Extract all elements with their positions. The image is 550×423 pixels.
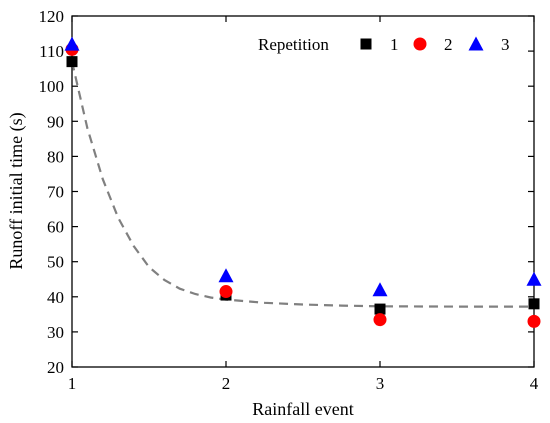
data-point-series-3: [372, 282, 388, 297]
legend: Repetition 1 2 3: [258, 35, 510, 54]
legend-label-series-1: 1: [390, 35, 399, 54]
x-tick-label: 2: [222, 374, 231, 393]
plot-area: 1 2 3 4 20 30 40 50 60 70 80 90 100 110 120: [39, 7, 542, 393]
legend-marker-series-2: [413, 37, 427, 51]
y-tick-label: 100: [39, 77, 65, 96]
data-point-series-3: [526, 271, 542, 286]
y-tick-label: 20: [47, 358, 64, 377]
y-tick-label: 110: [39, 42, 64, 61]
data-point-series-2: [527, 314, 541, 328]
legend-marker-series-1: [360, 38, 372, 50]
data-point-series-3: [64, 36, 80, 51]
y-tick-label: 70: [47, 183, 64, 202]
y-axis-title: Runoff initial time (s): [6, 112, 27, 269]
data-point-series-1: [528, 298, 540, 310]
y-tick-label: 30: [47, 323, 64, 342]
fit-curve: [70, 61, 534, 308]
y-tick-label: 80: [47, 147, 64, 166]
data-point-series-1: [66, 56, 78, 68]
y-tick-label: 40: [47, 288, 64, 307]
x-tick-label: 3: [376, 374, 385, 393]
data-point-series-2: [373, 313, 387, 327]
y-tick-label: 90: [47, 112, 64, 131]
legend-title: Repetition: [258, 35, 329, 54]
y-tick-label: 50: [47, 253, 64, 272]
x-tick-label: 4: [530, 374, 539, 393]
legend-marker-series-3: [468, 36, 484, 51]
plot-frame: [71, 15, 535, 368]
y-tick-label: 120: [39, 7, 65, 26]
data-point-series-2: [219, 285, 233, 299]
x-axis-title: Rainfall event: [252, 399, 353, 419]
x-tick-label: 1: [68, 374, 77, 393]
legend-label-series-2: 2: [444, 35, 453, 54]
data-point-series-3: [218, 268, 234, 283]
legend-label-series-3: 3: [501, 35, 510, 54]
data-point-series-1: [374, 303, 386, 315]
y-tick-label: 60: [47, 218, 64, 237]
